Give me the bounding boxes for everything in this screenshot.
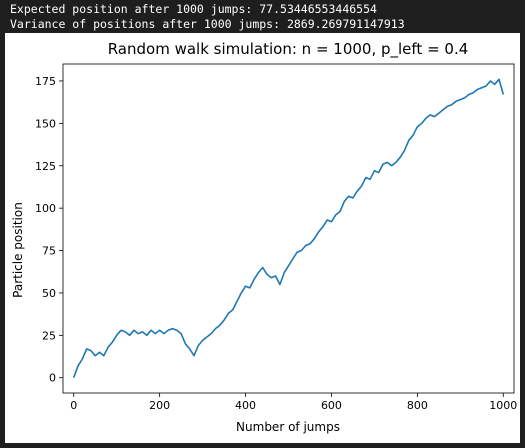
- figure-output: Random walk simulation: n = 1000, p_left…: [5, 33, 520, 443]
- x-tick-label: 1000: [489, 399, 517, 412]
- random-walk-chart: Random walk simulation: n = 1000, p_left…: [5, 33, 520, 443]
- random-walk-line: [72, 78, 505, 378]
- y-tick-label: 75: [42, 245, 56, 258]
- plot-frame: [62, 63, 515, 394]
- figure-background: [5, 33, 520, 443]
- x-tick-label: 800: [407, 399, 428, 412]
- stdout-line-expected: Expected position after 1000 jumps: 77.5…: [10, 2, 377, 16]
- y-tick-label: 50: [42, 287, 56, 300]
- x-axis-label: Number of jumps: [236, 420, 340, 434]
- stdout-line-variance: Variance of positions after 1000 jumps: …: [10, 17, 405, 31]
- x-tick-label: 0: [70, 399, 77, 412]
- y-tick-label: 0: [49, 372, 56, 385]
- y-tick-label: 175: [35, 75, 56, 88]
- x-tick-label: 200: [149, 399, 170, 412]
- stdout-text: Expected position after 1000 jumps: 77.5…: [10, 2, 405, 32]
- y-tick-label: 25: [42, 329, 56, 342]
- y-tick-label: 150: [35, 117, 56, 130]
- y-tick-label: 100: [35, 202, 56, 215]
- y-tick-label: 125: [35, 160, 56, 173]
- plot-area: 0 200 400 600 800 1000 0 25 50 75 100 125 150 175: [35, 63, 517, 412]
- x-tick-label: 600: [321, 399, 342, 412]
- x-tick-label: 400: [235, 399, 256, 412]
- chart-title: Random walk simulation: n = 1000, p_left…: [108, 40, 469, 59]
- y-axis-label: Particle position: [11, 202, 25, 298]
